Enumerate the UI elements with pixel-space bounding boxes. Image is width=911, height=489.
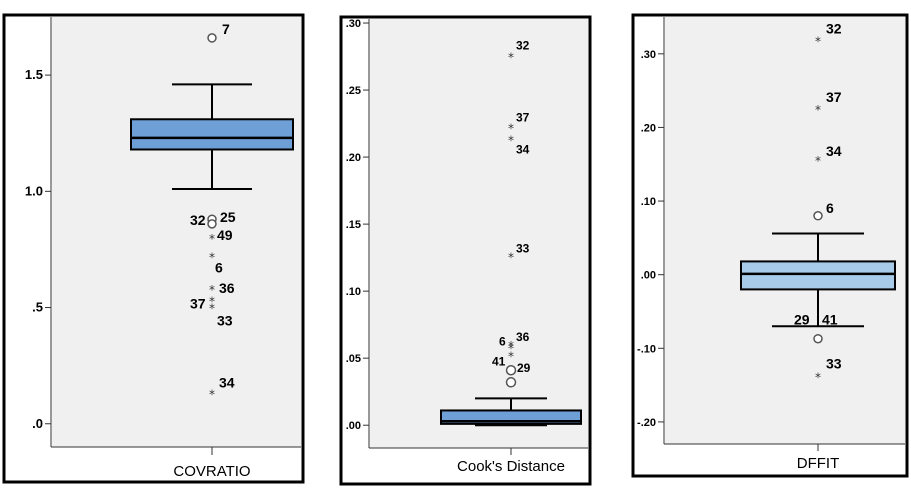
y-tick-label: .00 — [346, 420, 361, 432]
outlier-label: 36 — [219, 280, 235, 296]
outlier-star: * — [508, 51, 514, 65]
outlier-label: 25 — [220, 209, 236, 225]
outlier-star: * — [815, 35, 821, 49]
y-tick-label: .5 — [32, 300, 43, 315]
cooks-plot-area — [370, 19, 588, 448]
y-tick-label: .05 — [346, 353, 361, 365]
outlier-star: * — [815, 370, 821, 384]
outlier-label: 41 — [492, 354, 506, 368]
y-tick-label: 1.5 — [25, 67, 43, 82]
cooks-outliers: *32*37*34*33*36*6*41 29 — [492, 39, 531, 388]
cooks-x-label: Cook's Distance — [457, 458, 565, 475]
outlier-label: 36 — [516, 330, 530, 344]
outlier-star: * — [209, 283, 215, 297]
outlier-circle — [813, 333, 823, 344]
covratio-plot-area — [52, 17, 301, 447]
covratio-outliers: 732 25* 49*6* 36*37 *33*34 — [190, 21, 236, 402]
iqr-box — [130, 118, 294, 151]
cooks-distance-panel: .00.05.10.15.20.25.30 *32*37*34*33*36*6*… — [339, 15, 592, 486]
outlier-circle — [207, 219, 217, 229]
outlier-circle — [813, 211, 823, 221]
dffit-plot-area — [665, 17, 905, 444]
dffit-outliers: * 32 * 37 * 34 6 29 41 * 33 — [794, 21, 842, 385]
dffit-frame — [631, 13, 909, 478]
y-tick-label: .20 — [641, 122, 656, 134]
outlier-label: 33 — [217, 313, 233, 329]
outlier-label: 34 — [219, 375, 235, 391]
dffit-panel: -.20 -.10 .00 .10 .20 .30 * 32 * 37 * 34 6 29 41 * 33 D… — [631, 13, 909, 478]
y-tick-label: 1.0 — [25, 183, 43, 198]
y-tick-label: .30 — [346, 18, 361, 30]
y-tick-label: .30 — [641, 49, 656, 61]
outlier-label: 41 — [822, 312, 838, 328]
y-tick-label: .20 — [346, 152, 361, 164]
y-tick-label: .15 — [346, 219, 361, 231]
outlier-star: * — [508, 122, 514, 136]
outlier-label: 37 — [826, 89, 842, 105]
outlier-label: 37 — [190, 296, 206, 312]
outlier-label: 6 — [215, 259, 223, 275]
y-tick-label: .10 — [346, 286, 361, 298]
outlier-star: * — [508, 134, 514, 148]
y-tick-label: .0 — [32, 416, 43, 431]
outlier-star: * — [815, 154, 821, 168]
iqr-box — [740, 260, 896, 291]
y-tick-label: .10 — [641, 196, 656, 208]
outlier-circle — [505, 364, 517, 376]
outlier-label: 49 — [217, 227, 233, 243]
covratio-y-ticks: .0 .5 1.0 1.5 — [25, 67, 51, 431]
y-tick-label: -.10 — [637, 343, 656, 355]
covratio-panel: .0.51.01.5 732 25* 49*6* 36*37 *33*34 COVRAT… — [2, 13, 305, 484]
outlier-label: 29 — [517, 361, 531, 375]
outlier-label: 34 — [826, 143, 842, 159]
y-tick-label: .00 — [641, 270, 656, 282]
cooks-frame — [339, 15, 592, 486]
dffit-boxplot — [740, 232, 896, 328]
cooks-boxplot — [440, 397, 582, 427]
outlier-circle — [505, 377, 517, 388]
dffit-x-label: DFFIT — [797, 455, 840, 472]
outlier-star: * — [209, 250, 215, 264]
outlier-label: 32 — [516, 39, 530, 53]
outlier-star: * — [209, 302, 215, 316]
outlier-label: 33 — [516, 241, 530, 255]
covratio-boxplot — [130, 83, 294, 190]
outlier-star: * — [209, 232, 215, 246]
cooks-y-ticks: .00 .05 .10 .15 .20 .25 .30 — [346, 18, 369, 432]
outlier-label: 33 — [826, 355, 842, 371]
outlier-star: * — [508, 341, 514, 355]
outlier-star: * — [209, 388, 215, 402]
covratio-frame — [2, 13, 305, 484]
outlier-star: * — [209, 295, 215, 309]
outlier-label: 6 — [826, 200, 834, 216]
outlier-label: 32 — [190, 212, 206, 228]
outlier-label: 32 — [826, 21, 842, 37]
outlier-star: * — [815, 103, 821, 117]
outlier-star: * — [508, 349, 514, 363]
outlier-label: 6 — [499, 334, 506, 348]
outlier-label: 7 — [222, 21, 230, 37]
outlier-star: * — [508, 250, 514, 264]
outlier-label: 29 — [794, 312, 810, 328]
y-tick-label: .25 — [346, 85, 361, 97]
outlier-circle — [207, 33, 217, 43]
covratio-x-label: COVRATIO — [173, 463, 250, 480]
y-tick-label: -.20 — [637, 417, 656, 429]
outlier-label: 37 — [516, 111, 530, 125]
outlier-star: * — [508, 339, 514, 353]
dffit-y-ticks: -.20 -.10 .00 .10 .20 .30 — [637, 49, 664, 429]
outlier-label: 34 — [516, 143, 530, 157]
